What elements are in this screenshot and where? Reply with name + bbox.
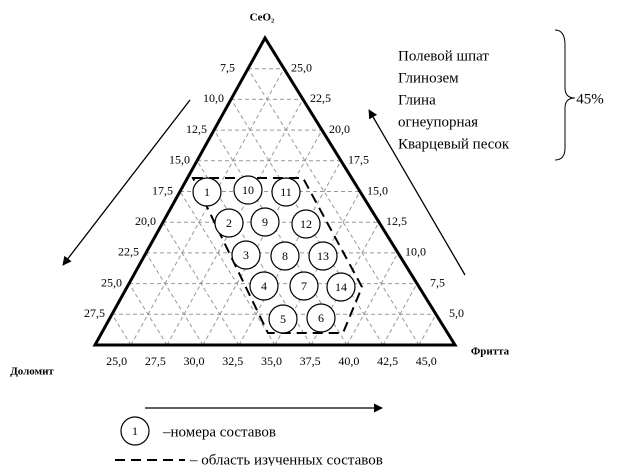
- bottom-tick: 27,5: [145, 354, 166, 368]
- composition-circle: [249, 271, 279, 301]
- bottom-tick: 45,0: [416, 354, 437, 368]
- left-tick: 25,0: [101, 275, 122, 289]
- component: огнеупорная: [398, 114, 478, 130]
- composition-circle: [306, 303, 336, 333]
- bottom-tick: 25,0: [106, 354, 127, 368]
- composition-label: 8: [282, 249, 288, 263]
- right-tick: 17,5: [348, 153, 369, 167]
- grid-line: [247, 68, 420, 346]
- composition-circle: [231, 240, 261, 270]
- grid-line: [111, 314, 132, 346]
- left-tick: 22,5: [118, 245, 139, 259]
- composition-label: 13: [317, 249, 329, 263]
- composition-circle: [326, 272, 356, 302]
- bottom-tick: 42,5: [377, 354, 398, 368]
- grid-line: [179, 191, 276, 346]
- composition-circle: [233, 175, 263, 205]
- bottom-tick: 35,0: [261, 354, 282, 368]
- composition-circle: [289, 271, 319, 301]
- vertex-top: CeO₂: [250, 12, 275, 24]
- grid-line: [346, 252, 399, 346]
- bottom-tick: 30,0: [184, 354, 205, 368]
- grid: [111, 68, 437, 346]
- left-tick: 7,5: [220, 60, 235, 74]
- right-tick: 20,0: [329, 122, 350, 136]
- composition-label: 1: [204, 185, 210, 199]
- right-tick: 5,0: [449, 306, 464, 320]
- right-tick: 7,5: [430, 275, 445, 289]
- left-tick: 27,5: [84, 306, 105, 320]
- composition-circle: [270, 241, 300, 271]
- component: Полевой шпат: [398, 48, 489, 64]
- left-tick: 20,0: [135, 214, 156, 228]
- brace: [554, 29, 576, 161]
- right-tick: 10,0: [405, 245, 426, 259]
- composition-label: 7: [301, 279, 307, 293]
- bottom-tick: 32,5: [222, 354, 243, 368]
- grid-line: [418, 314, 437, 346]
- vertex-left: Доломит: [10, 366, 54, 378]
- composition-circle: [250, 207, 280, 237]
- components-total: 45%: [576, 91, 604, 107]
- bottom-tick: 37,5: [300, 354, 321, 368]
- composition-circle: [214, 208, 244, 238]
- composition-label: 9: [262, 215, 268, 229]
- composition-label: 4: [261, 279, 267, 293]
- left-tick: 10,0: [203, 91, 224, 105]
- left-tick: 12,5: [186, 122, 207, 136]
- left-arrow: [62, 99, 191, 266]
- legend-circle: [120, 416, 150, 446]
- bottom-tick: 40,0: [338, 354, 359, 368]
- studied-area: [191, 177, 364, 334]
- composition-label: 5: [280, 312, 286, 326]
- composition-circle: [308, 241, 338, 271]
- triangle: [92, 35, 458, 347]
- component: Кварцевый песок: [398, 136, 510, 152]
- composition-circle: [291, 209, 321, 239]
- composition-label: 12: [300, 217, 312, 231]
- right-arrow: [368, 109, 466, 276]
- composition-circle: [192, 177, 222, 207]
- composition-label: 10: [242, 183, 254, 197]
- composition-label: 14: [335, 280, 347, 294]
- composition-label: 3: [243, 248, 249, 262]
- right-tick: 15,0: [367, 183, 388, 197]
- legend-circle-text: –номера составов: [162, 424, 276, 440]
- grid-line: [202, 129, 323, 346]
- component: Глина: [398, 92, 436, 108]
- grid-line: [230, 99, 384, 346]
- legend-dash-text: – область изученных составов: [189, 452, 383, 466]
- left-tick: 15,0: [169, 153, 190, 167]
- right-tick: 22,5: [310, 91, 331, 105]
- right-tick: 25,0: [291, 60, 312, 74]
- composition-label: 2: [226, 216, 232, 230]
- legend-circle-label: 1: [132, 424, 138, 438]
- left-tick: 17,5: [152, 183, 173, 197]
- component: Глинозем: [398, 70, 459, 86]
- composition-label: 11: [280, 185, 292, 199]
- composition-label: 6: [318, 311, 324, 325]
- composition-circle: [268, 304, 298, 334]
- vertex-right: Фритта: [471, 346, 510, 358]
- right-tick: 12,5: [386, 214, 407, 228]
- composition-circle: [271, 177, 301, 207]
